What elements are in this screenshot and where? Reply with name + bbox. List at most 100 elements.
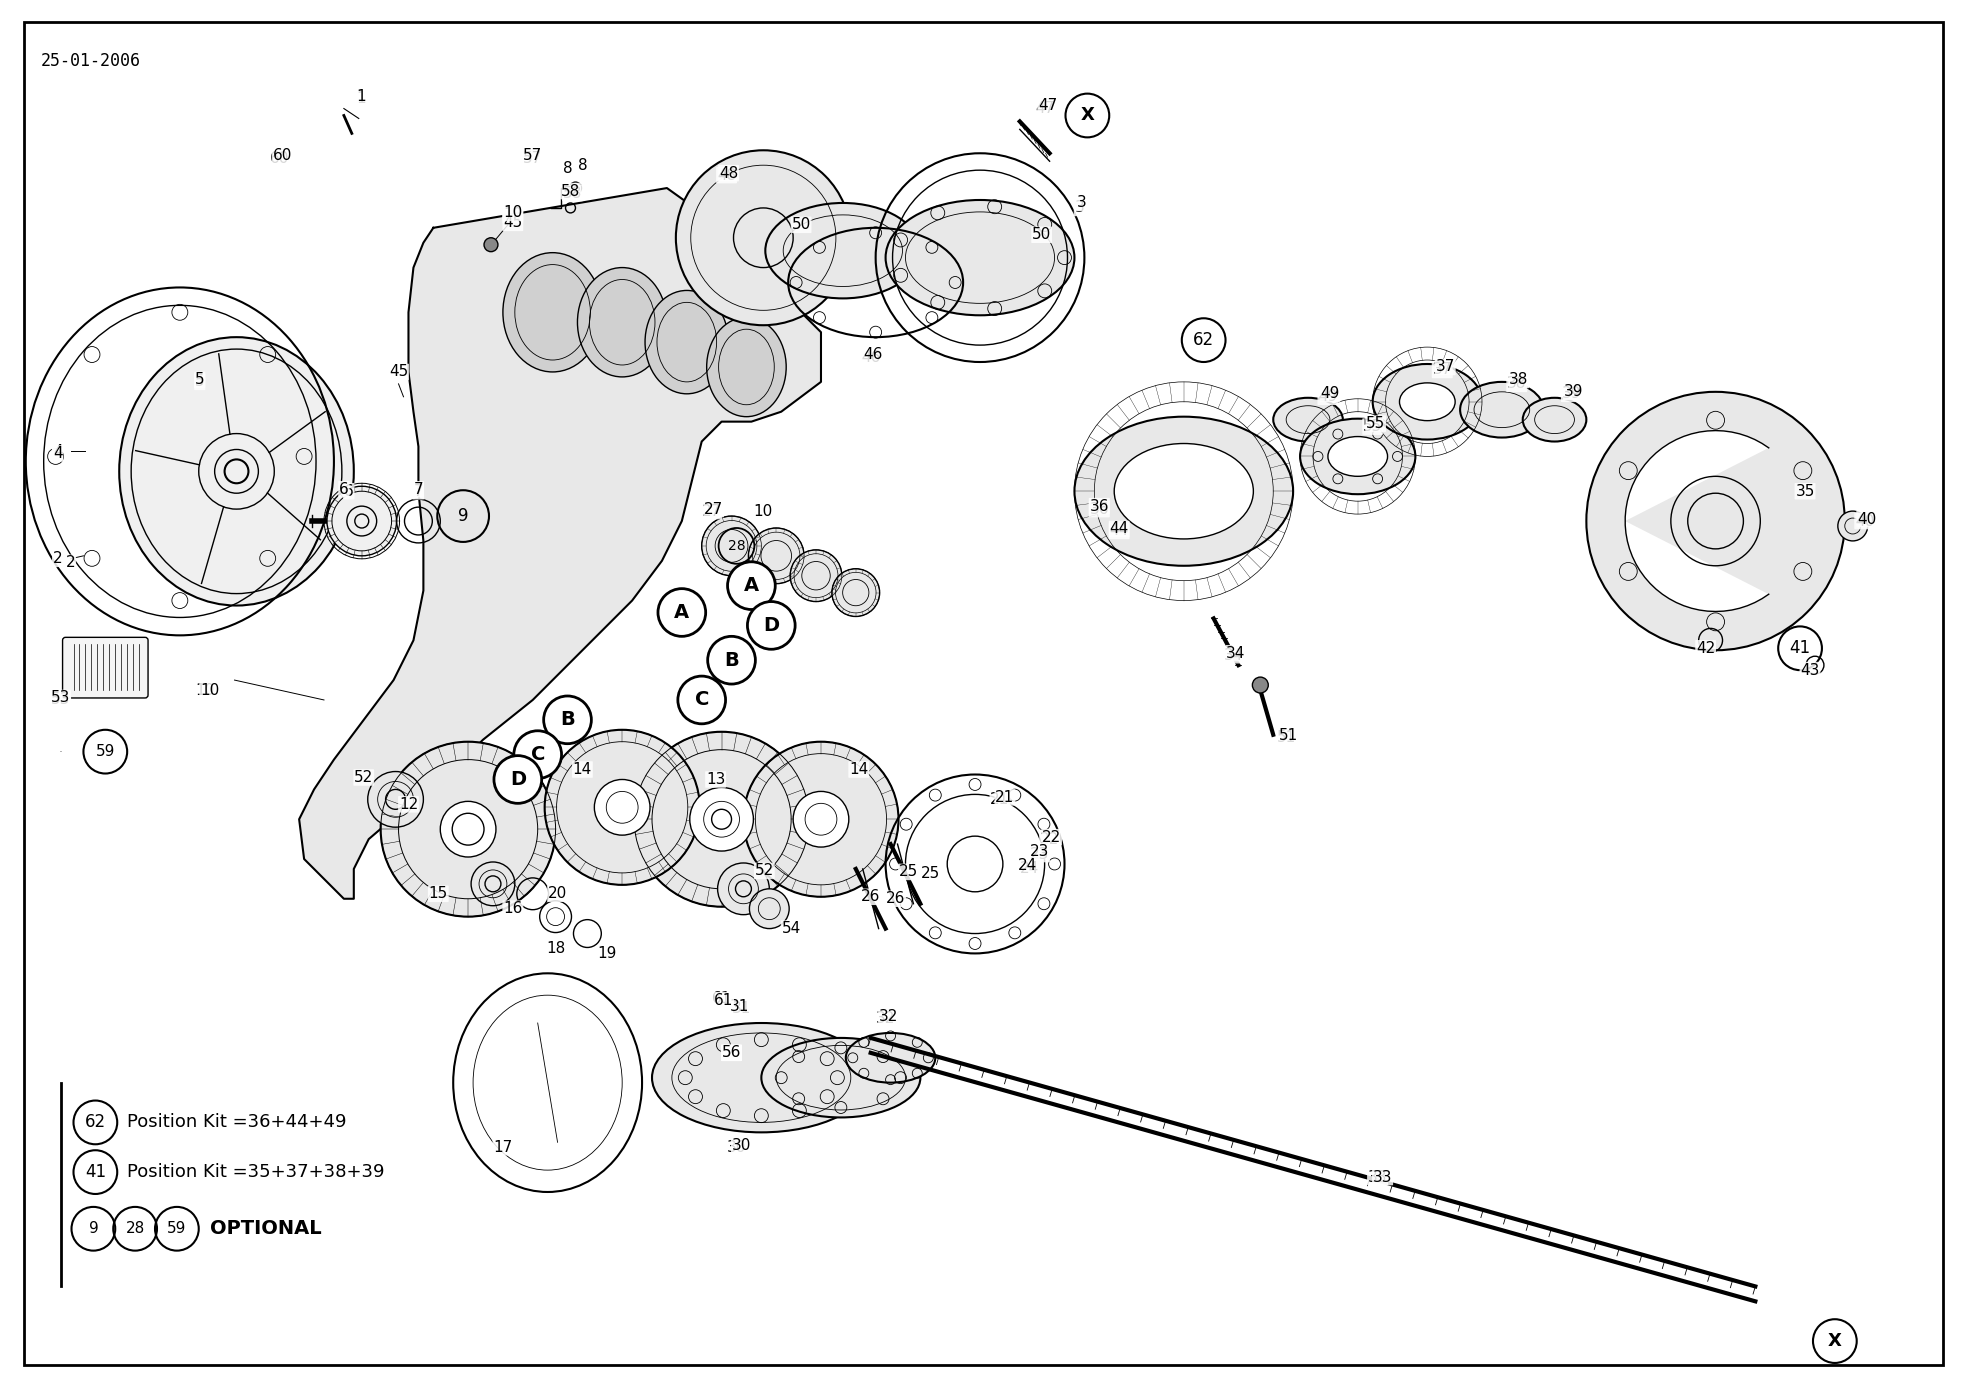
Text: B: B [561,710,574,730]
Circle shape [633,732,808,907]
Circle shape [708,637,755,684]
Text: 54: 54 [781,921,801,936]
Text: 38: 38 [1507,376,1526,391]
Circle shape [594,779,649,835]
Text: 57: 57 [523,148,543,162]
Circle shape [659,588,706,637]
Text: 25: 25 [921,867,940,881]
Circle shape [494,756,541,803]
Text: 53: 53 [51,691,71,706]
Text: 50: 50 [791,218,810,233]
Text: C: C [694,691,708,710]
Text: D: D [509,770,525,789]
Text: 8: 8 [578,158,588,173]
Text: C: C [531,745,545,764]
Text: 24: 24 [1021,861,1039,877]
Text: 17: 17 [494,1140,513,1155]
Text: 39: 39 [1562,387,1581,401]
Text: 62: 62 [1194,331,1214,350]
Text: 60: 60 [273,148,291,162]
Text: 55: 55 [1365,416,1385,431]
Text: 33: 33 [1373,1169,1393,1184]
Text: 15: 15 [429,886,448,902]
Ellipse shape [706,318,787,416]
Text: 56: 56 [722,1046,742,1060]
Text: 37: 37 [1432,362,1452,377]
Circle shape [747,528,805,584]
Text: 47: 47 [1039,98,1056,114]
Ellipse shape [504,252,602,372]
Text: 26: 26 [862,889,881,904]
Text: 59: 59 [96,745,114,759]
Text: 20: 20 [549,886,566,902]
Text: 53: 53 [51,692,71,707]
Ellipse shape [645,290,728,394]
Text: 12: 12 [399,796,419,811]
Text: 3: 3 [1076,196,1086,211]
Text: 39: 39 [1564,384,1583,399]
Text: 45: 45 [504,215,523,230]
Ellipse shape [120,337,354,606]
Text: 37: 37 [1436,359,1456,374]
Text: D: D [763,616,779,635]
Ellipse shape [1113,444,1253,540]
Text: 5: 5 [195,374,205,390]
Text: 60: 60 [269,151,289,165]
Text: 8: 8 [563,161,572,176]
Text: 61: 61 [714,993,734,1007]
Circle shape [744,742,899,897]
Text: 50: 50 [1033,227,1050,243]
Text: 2: 2 [65,555,75,570]
Circle shape [702,516,761,576]
Text: 31: 31 [732,1000,751,1015]
Text: 34: 34 [1225,646,1245,660]
Circle shape [1585,391,1845,651]
Text: 30: 30 [732,1137,751,1153]
Text: 5: 5 [195,372,205,387]
Text: 42: 42 [1696,641,1715,656]
Text: A: A [675,603,688,621]
Text: 33: 33 [1367,1169,1387,1184]
Text: 21: 21 [995,789,1015,804]
Text: 43: 43 [1800,663,1819,678]
Text: 1: 1 [356,89,366,104]
Text: 48: 48 [718,165,738,180]
Ellipse shape [1522,398,1585,441]
Text: 23: 23 [1031,843,1048,859]
Text: 10: 10 [195,682,214,698]
Ellipse shape [1373,363,1481,440]
Text: 52: 52 [755,864,773,878]
Ellipse shape [1300,419,1416,494]
Circle shape [1253,677,1269,694]
Ellipse shape [1328,437,1387,476]
Circle shape [368,771,423,827]
Ellipse shape [1273,398,1343,441]
Text: 44: 44 [1109,523,1129,538]
Text: X: X [1827,1332,1841,1350]
Text: 7: 7 [413,484,423,499]
Text: 36: 36 [1090,499,1109,513]
Text: 7: 7 [413,481,423,497]
Text: 30: 30 [726,1140,745,1155]
Text: 22: 22 [1041,832,1058,846]
Text: 51: 51 [1279,728,1298,743]
Text: 18: 18 [547,940,565,956]
Ellipse shape [1074,416,1292,566]
Text: 14: 14 [850,761,867,777]
Circle shape [441,802,496,857]
Text: 44: 44 [1109,522,1129,537]
Circle shape [679,675,726,724]
Text: 19: 19 [598,946,618,961]
Text: 55: 55 [1363,419,1383,434]
Ellipse shape [651,1024,871,1132]
Circle shape [543,696,592,743]
Circle shape [718,863,769,914]
Text: 32: 32 [875,1011,895,1025]
Ellipse shape [578,268,667,377]
Text: 10: 10 [504,208,523,222]
Text: 3: 3 [1074,201,1084,215]
Text: 13: 13 [706,773,726,786]
Text: 22: 22 [1043,829,1062,845]
Text: X: X [1080,107,1094,125]
Ellipse shape [885,200,1074,315]
